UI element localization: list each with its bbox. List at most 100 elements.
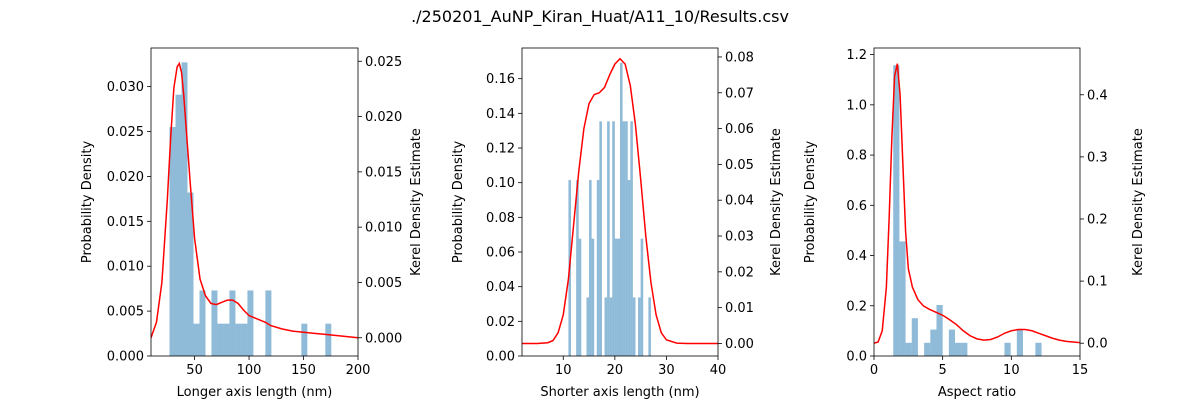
chart-shorter-frame — [521, 47, 719, 357]
chart-longer-ytick-label-1: 0.005 — [107, 305, 144, 320]
chart-shorter-bar-19 — [632, 297, 636, 356]
chart-longer-bar-9 — [229, 290, 236, 356]
chart-aspect-ytick-label-0: 0.0 — [846, 350, 867, 365]
chart-longer-bar-15 — [325, 323, 332, 356]
chart-shorter-ylabel: Probability Density — [451, 141, 466, 264]
chart-longer-bar-12 — [247, 290, 254, 356]
chart-longer-bar-14 — [301, 323, 308, 356]
chart-aspect-ratio: 0 5 10 15 0.0 0.2 0.4 0.6 0.8 1.0 1.2 0.0 0.1 0.2 0.3 0… — [803, 47, 1146, 400]
chart-shorter-bar-7 — [599, 121, 602, 356]
chart-aspect-ytick-right-label-1: 0.1 — [1087, 275, 1108, 290]
chart-longer-bar-11 — [241, 323, 248, 356]
chart-aspect-ytick-right-label-3: 0.3 — [1087, 150, 1108, 165]
chart-aspect-bar-8 — [955, 342, 962, 356]
chart-aspect-ytick-label-4: 0.8 — [846, 149, 867, 164]
chart-longer-bar-7 — [217, 323, 224, 356]
chart-shorter-ytick-label-2: 0.04 — [486, 280, 515, 295]
chart-aspect-bar-6 — [936, 304, 943, 356]
chart-aspect-bar-4 — [924, 342, 931, 356]
chart-longer-ytick-label-3: 0.015 — [107, 215, 144, 230]
chart-shorter-bar-4 — [589, 180, 592, 356]
chart-longer-xtick-label-1: 100 — [237, 363, 262, 378]
chart-shorter-xtick-label-2: 30 — [658, 363, 675, 378]
chart-shorter-bar-15 — [622, 121, 626, 356]
chart-longer-bar-0 — [169, 127, 176, 356]
chart-shorter-bar-5 — [591, 238, 595, 356]
chart-shorter-kde-line — [522, 57, 718, 345]
chart-longer-xtick-label-3: 200 — [346, 363, 371, 378]
chart-aspect-ytick-right-label-4: 0.4 — [1087, 88, 1108, 103]
figure-title: ./250201_AuNP_Kiran_Huat/A11_10/Results.… — [411, 7, 789, 27]
chart-shorter-xtick-label-0: 10 — [555, 363, 572, 378]
chart-aspect-xlabel: Aspect ratio — [938, 385, 1016, 400]
chart-shorter-bars — [568, 62, 651, 356]
chart-aspect-ylabel: Probability Density — [803, 141, 818, 264]
chart-longer-ytick-label-0: 0.000 — [107, 350, 144, 365]
chart-aspect-bar-11 — [1016, 329, 1024, 356]
chart-aspect-ylabel-right: Kerel Density Estimate — [1131, 128, 1146, 276]
chart-shorter-ytick-label-0: 0.00 — [486, 350, 515, 365]
chart-aspect-ytick-label-1: 0.2 — [846, 299, 867, 314]
chart-longer-bar-3 — [187, 192, 194, 356]
chart-shorter-bar-21 — [640, 238, 644, 356]
chart-shorter-bar-6 — [596, 180, 600, 356]
chart-shorter-bar-8 — [604, 297, 608, 356]
chart-longer-ytick-right-label-0: 0.000 — [365, 331, 402, 346]
chart-shorter-bar-16 — [625, 121, 628, 356]
chart-longer-xlabel: Longer axis length (nm) — [177, 385, 333, 400]
chart-longer-bar-8 — [223, 323, 230, 356]
chart-longer-ytick-label-6: 0.030 — [107, 80, 144, 95]
chart-shorter-ytick-right-label-3: 0.03 — [725, 230, 754, 245]
chart-shorter-bar-3 — [586, 297, 590, 356]
chart-longer-xtick-label-2: 150 — [291, 363, 316, 378]
chart-shorter-bar-18 — [630, 121, 633, 356]
chart-shorter-ytick-label-3: 0.06 — [486, 246, 515, 261]
chart-shorter-bar-14 — [620, 62, 623, 356]
chart-longer-bar-10 — [235, 323, 242, 356]
chart-shorter-ytick-label-8: 0.16 — [486, 72, 515, 87]
chart-shorter-kde-group — [522, 57, 718, 345]
chart-aspect-xtick-label-3: 15 — [1072, 363, 1089, 378]
chart-shorter-ytick-right-label-4: 0.04 — [725, 194, 754, 209]
chart-aspect-bar-10 — [1004, 342, 1011, 356]
chart-shorter-ytick-right-label-2: 0.02 — [725, 265, 754, 280]
chart-shorter-ylabel-right: Kerel Density Estimate — [769, 128, 784, 276]
chart-longer-kde-line — [151, 61, 358, 339]
chart-longer-xtick-label-0: 50 — [186, 363, 203, 378]
chart-shorter-bar-1 — [576, 180, 579, 356]
chart-shorter-bar-10 — [609, 297, 613, 356]
chart-shorter-ytick-label-4: 0.08 — [486, 211, 515, 226]
chart-longer-bar-2 — [181, 62, 188, 356]
chart-shorter-bar-9 — [607, 121, 610, 356]
chart-longer-ylabel-right: Kerel Density Estimate — [409, 128, 424, 276]
chart-aspect-ytick-label-6: 1.2 — [846, 48, 867, 63]
chart-shorter-ytick-right-label-8: 0.08 — [725, 50, 754, 65]
chart-aspect-bar-3 — [911, 318, 918, 356]
chart-longer-ytick-right-label-1: 0.005 — [365, 276, 402, 291]
chart-aspect-bars — [893, 65, 1042, 356]
chart-shorter-ytick-right-label-1: 0.01 — [725, 301, 754, 316]
chart-longer-ytick-right-label-3: 0.015 — [365, 165, 402, 180]
chart-aspect-ytick-label-3: 0.6 — [846, 199, 867, 214]
chart-longer-bar-5 — [199, 290, 206, 356]
chart-shorter-xlabel: Shorter axis length (nm) — [540, 385, 699, 400]
chart-aspect-kde-line — [874, 63, 1080, 344]
chart-longer-ytick-label-2: 0.010 — [107, 260, 144, 275]
chart-aspect-ytick-label-5: 1.0 — [846, 98, 867, 113]
chart-aspect-bar-12 — [1035, 342, 1042, 356]
chart-aspect-ytick-right-label-2: 0.2 — [1087, 212, 1108, 227]
chart-aspect-ytick-label-2: 0.4 — [846, 249, 867, 264]
chart-shorter-ytick-right-label-0: 0.00 — [725, 337, 754, 352]
chart-aspect-bar-2 — [905, 342, 912, 356]
chart-shorter-axis: 10 20 30 40 0.00 0.02 0.04 0.06 0.08 0.10 0.12 0.14… — [451, 47, 784, 400]
chart-shorter-ytick-label-6: 0.12 — [486, 142, 515, 157]
chart-shorter-bar-13 — [617, 238, 620, 356]
chart-shorter-ytick-right-label-6: 0.06 — [725, 122, 754, 137]
chart-aspect-bar-1 — [899, 241, 906, 356]
chart-aspect-bar-0 — [893, 65, 900, 356]
chart-longer-kde-group — [151, 61, 358, 339]
chart-aspect-bar-5 — [930, 329, 937, 356]
chart-longer-bars — [169, 62, 332, 356]
chart-aspect-ytick-right-label-0: 0.0 — [1087, 337, 1108, 352]
